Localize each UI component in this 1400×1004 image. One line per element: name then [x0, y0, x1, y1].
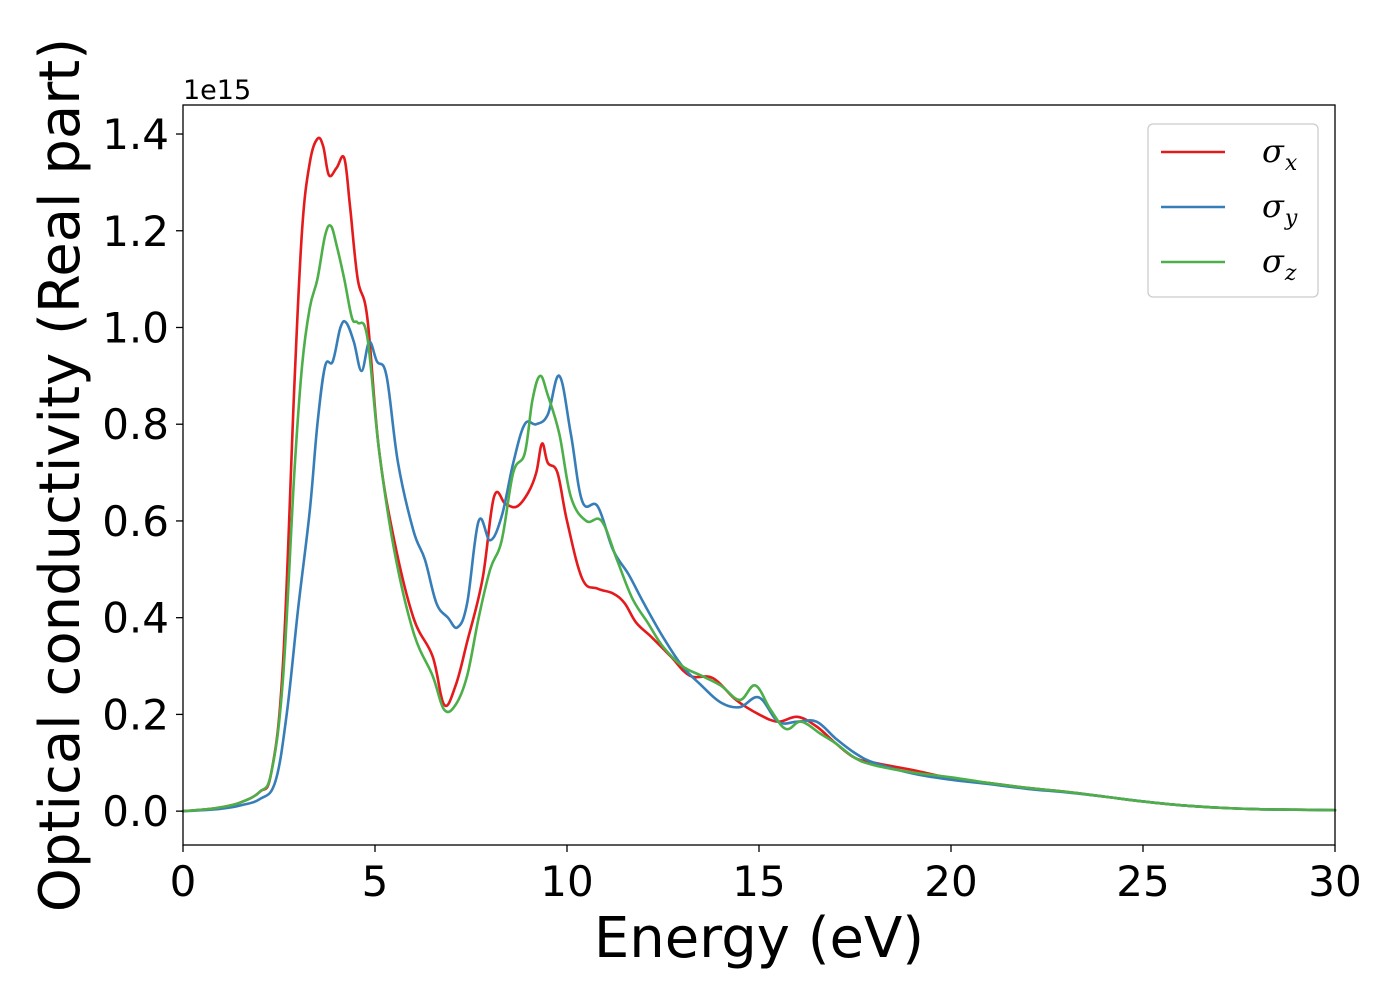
legend-box [1147, 123, 1319, 298]
plot-area-background [183, 105, 1335, 845]
x-tick-label: 5 [362, 857, 389, 906]
y-tick-label: 1.0 [102, 303, 169, 352]
x-tick-label: 20 [924, 857, 977, 906]
x-tick-label: 15 [732, 857, 785, 906]
legend-subscript: y [1284, 206, 1298, 231]
y-tick-label: 0.4 [102, 594, 169, 643]
y-tick-label: 0.6 [102, 497, 169, 546]
series-line-y [181, 319, 1337, 813]
y-tick-label: 0.2 [102, 690, 169, 739]
y-axis: 0.0 0.2 0.4 0.6 0.8 1.0 1.2 1.4 [102, 110, 183, 836]
y-tick-label: 0.0 [102, 787, 169, 836]
x-axis: 0 5 10 15 20 25 30 [170, 845, 1362, 906]
series-line-x [181, 136, 1337, 813]
x-tick-label: 10 [540, 857, 593, 906]
x-tick-label: 0 [170, 857, 197, 906]
y-tick-label: 1.4 [102, 110, 169, 159]
series-layer [181, 136, 1337, 813]
y-axis-title: Optical conductivity (Real part) [28, 38, 93, 912]
legend-subscript: z [1284, 261, 1297, 286]
y-tick-label: 1.2 [102, 207, 169, 256]
x-tick-label: 30 [1308, 857, 1361, 906]
legend-subscript: x [1285, 151, 1298, 176]
x-axis-title: Energy (eV) [594, 906, 924, 971]
y-tick-label: 0.8 [102, 400, 169, 449]
y-offset-text: 1e15 [183, 75, 251, 106]
x-tick-label: 25 [1116, 857, 1169, 906]
legend-label-y: σy [1262, 187, 1298, 231]
series-line-z [181, 224, 1337, 813]
